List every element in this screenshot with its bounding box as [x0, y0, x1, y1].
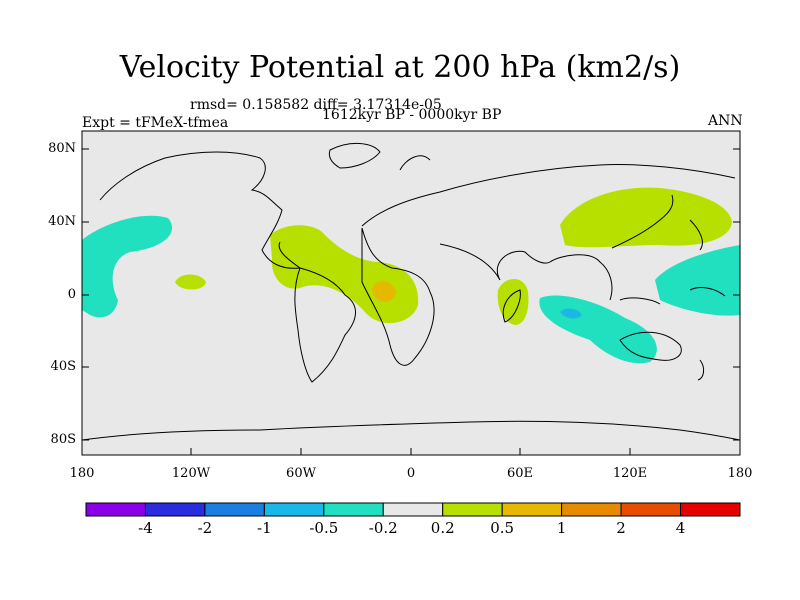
colorbar-label: -0.5 — [309, 519, 339, 537]
anomaly-cyan-west-pacific — [655, 245, 740, 316]
colorbar-label: 2 — [616, 519, 626, 537]
colorbar-label: -1 — [257, 519, 272, 537]
lon-label-120e: 120E — [612, 466, 648, 481]
colorbar-swatch — [263, 502, 325, 517]
colorbar-swatch — [620, 502, 682, 517]
colorbar-swatch — [382, 502, 444, 517]
anomaly-orange-africa — [372, 281, 396, 302]
colorbar-swatch — [442, 502, 503, 517]
anomaly-blue-south-indian-ocean — [560, 308, 582, 319]
coastlines — [82, 143, 740, 441]
chart-title: Velocity Potential at 200 hPa (km2/s) — [119, 50, 681, 85]
lon-label-0: 0 — [406, 466, 416, 481]
season-label: ANN — [708, 113, 743, 129]
colorbar-label: -2 — [197, 519, 213, 537]
colorbar-swatch — [144, 502, 206, 517]
experiment-label: Expt = tFMeX-tfmea — [82, 115, 229, 131]
lon-label-180e: 180 — [727, 466, 753, 481]
stats-label: rmsd= 0.158582 diff= 3.17314e-05 — [190, 97, 442, 113]
lat-label-80s: 80S — [50, 432, 76, 447]
colorbar-label: 0.2 — [430, 519, 455, 537]
colorbar-swatch — [204, 502, 265, 517]
anomaly-cyan-east-pacific — [82, 215, 173, 318]
colorbar-swatch — [323, 502, 384, 517]
colorbar-label: -0.2 — [368, 519, 398, 537]
colorbar-label: 1 — [556, 519, 567, 537]
anomaly-green-east-asia — [560, 187, 732, 248]
lat-label-40s: 40S — [50, 359, 76, 374]
colorbar-swatch — [561, 502, 622, 517]
lat-label-80n: 80N — [48, 141, 76, 156]
lat-label-equator: 0 — [67, 287, 76, 302]
lon-label-120w: 120W — [171, 466, 211, 481]
colorbar-swatch — [680, 502, 741, 517]
period-label: 1612kyr BP - 0000kyr BP — [322, 107, 502, 123]
colorbar-swatch — [85, 502, 146, 517]
colorbar-label: 4 — [675, 519, 686, 537]
colorbar — [85, 502, 741, 517]
lon-label-180w: 180 — [69, 466, 95, 481]
anomaly-green-central-pacific — [175, 274, 206, 290]
axis-ticks — [81, 148, 741, 455]
colorbar-label: -4 — [138, 519, 153, 537]
colorbar-label: 0.5 — [490, 519, 515, 537]
lat-label-40n: 40N — [48, 214, 76, 229]
colorbar-swatch — [501, 502, 563, 517]
lon-label-60e: 60E — [506, 466, 534, 481]
anomaly-green-indian-ocean — [497, 278, 529, 325]
lon-label-60w: 60W — [286, 466, 316, 481]
